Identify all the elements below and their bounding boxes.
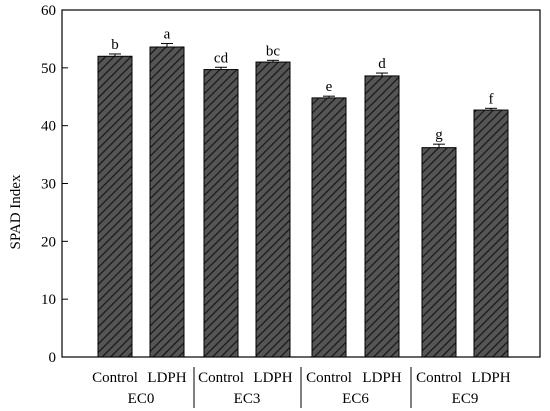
bar [97, 55, 133, 358]
y-tick-label: 0 [49, 350, 57, 366]
bar [149, 46, 185, 358]
group-label: EC9 [452, 391, 479, 407]
category-label: Control [198, 370, 244, 386]
bar [421, 147, 457, 358]
group-label: EC0 [128, 391, 155, 407]
significance-label: d [378, 56, 386, 72]
y-axis-label: SPAD Index [8, 174, 24, 249]
category-label: Control [416, 370, 462, 386]
y-tick-label: 50 [41, 61, 56, 77]
plot-area: 0 10 20 30 40 50 60 b Control a LDPH cd Control bc LDP… [41, 3, 541, 408]
category-label: LDPH [253, 370, 292, 386]
significance-label: b [111, 37, 119, 53]
y-tick-label: 20 [41, 234, 56, 250]
bar [364, 75, 400, 358]
group-label: EC3 [234, 391, 261, 407]
group-label: EC6 [342, 391, 369, 407]
significance-label: f [489, 91, 494, 107]
y-tick-label: 60 [41, 3, 56, 19]
bar [203, 69, 239, 358]
significance-label: g [435, 127, 443, 143]
significance-label: a [164, 27, 171, 43]
category-label: LDPH [147, 370, 186, 386]
category-label: LDPH [362, 370, 401, 386]
category-label: Control [92, 370, 138, 386]
category-label: LDPH [471, 370, 510, 386]
bar [255, 61, 291, 358]
y-tick-label: 30 [41, 177, 56, 193]
category-label: Control [306, 370, 352, 386]
significance-label: cd [214, 50, 229, 66]
significance-label: bc [266, 43, 281, 59]
bar [311, 97, 347, 358]
plot-frame [61, 9, 541, 358]
bar [473, 109, 509, 358]
y-tick-label: 40 [41, 119, 56, 135]
significance-label: e [326, 79, 333, 95]
y-tick-label: 10 [41, 292, 56, 308]
